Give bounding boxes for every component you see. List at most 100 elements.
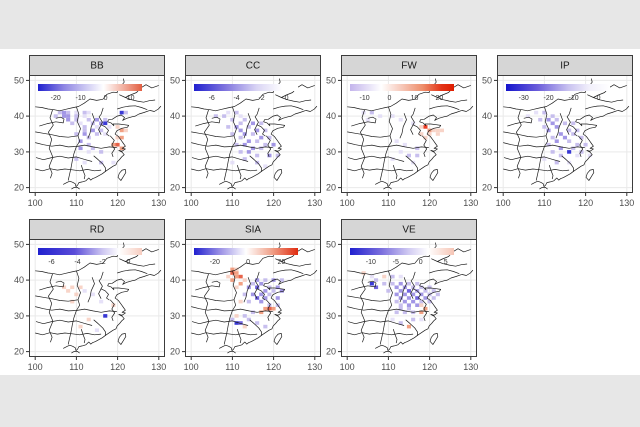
x-axis-labels: 100 110 120 130	[28, 362, 167, 372]
x-axis-tick-label: 100	[184, 198, 199, 208]
colorbar-tick-label: 0	[104, 95, 108, 102]
tile	[242, 278, 247, 282]
colorbar-tick-label: -6	[48, 259, 54, 266]
tile	[103, 117, 108, 122]
colorbar-tick-label: 5	[444, 259, 448, 266]
tile	[238, 281, 243, 286]
axis-ticks	[494, 79, 628, 196]
facet-title: BB	[90, 61, 104, 72]
tile	[99, 121, 104, 126]
x-axis-tick-label: 110	[69, 362, 83, 372]
tile	[246, 139, 251, 143]
facet-strip	[341, 219, 477, 240]
tile	[554, 160, 559, 165]
y-axis-tick-label: 40	[14, 275, 24, 285]
axis-ticks	[26, 79, 160, 196]
tile	[567, 139, 572, 143]
tile	[226, 125, 231, 129]
tile	[382, 274, 387, 279]
tile	[542, 125, 547, 129]
tile	[259, 310, 264, 315]
tile	[250, 146, 255, 151]
tile	[234, 321, 239, 325]
tile	[82, 114, 87, 118]
tile	[435, 128, 440, 133]
tile	[238, 299, 243, 304]
y-axis-tick-label: 50	[482, 75, 492, 85]
tile	[53, 114, 58, 118]
tile	[250, 281, 255, 286]
facet-row-2: RD -6 -4 -2 0 100 110 120 130 50 40 30 20 SIA -20 0 20 10…	[11, 219, 478, 373]
tile	[70, 121, 75, 126]
tile	[439, 128, 444, 133]
tile	[70, 285, 75, 290]
panel-grid	[497, 75, 633, 193]
colorbar	[506, 84, 610, 91]
colorbar-tick-label: -2	[258, 95, 264, 102]
tile	[390, 317, 395, 322]
tile	[99, 128, 104, 133]
tile	[123, 110, 128, 115]
y-axis-tick-label: 20	[170, 183, 180, 193]
tile	[550, 114, 555, 118]
y-axis-labels: 50 40 30 20	[170, 239, 180, 356]
axis-ticks	[182, 79, 316, 196]
tile	[390, 281, 395, 286]
tile	[423, 296, 428, 300]
tile	[103, 121, 108, 126]
tile	[74, 117, 79, 122]
tile	[279, 289, 284, 293]
y-axis-tick-label: 50	[326, 239, 336, 249]
tile	[238, 150, 243, 154]
colorbar-tick-label: -20	[51, 95, 61, 102]
tile	[267, 306, 272, 311]
y-axis-tick-label: 40	[326, 275, 336, 285]
tile	[263, 289, 268, 293]
colorbar-tick-label: 0	[285, 95, 289, 102]
tile	[234, 142, 239, 147]
tile	[250, 292, 255, 297]
y-axis-tick-label: 20	[326, 347, 336, 357]
y-axis-tick-label: 20	[170, 347, 180, 357]
tile	[394, 310, 399, 315]
colorbar-labels: -30 -20 -10 0	[519, 95, 601, 102]
facet-title: VE	[402, 225, 416, 236]
tile	[411, 317, 416, 322]
tile	[571, 121, 576, 126]
tile	[74, 292, 79, 297]
x-axis-tick-label: 110	[381, 362, 395, 372]
tile	[419, 317, 424, 322]
colorbar-tick-label: -6	[209, 95, 215, 102]
tile	[119, 135, 124, 140]
tile	[398, 150, 403, 154]
tile	[263, 278, 268, 282]
tile	[62, 285, 67, 290]
tile	[238, 135, 243, 140]
x-axis-tick-label: 120	[110, 198, 125, 208]
colorbar-tick-label: 10	[127, 95, 135, 102]
y-axis-labels: 50 40 30 20	[14, 239, 24, 356]
tile	[402, 299, 407, 304]
facet-FW: FW -10 0 10 20 100 110 120 130 50 40 30 20	[326, 55, 478, 208]
tile	[402, 310, 407, 315]
tile	[82, 160, 87, 165]
tile	[242, 157, 247, 161]
tile	[66, 117, 71, 122]
tile	[250, 310, 255, 315]
x-axis-labels: 100 110 120 130	[184, 198, 323, 208]
y-axis-tick-label: 30	[14, 147, 24, 157]
tile	[267, 292, 272, 297]
tile	[259, 135, 264, 140]
facet-strip	[185, 219, 321, 240]
tile	[558, 146, 563, 151]
y-axis-labels: 50 40 30 20	[170, 75, 180, 192]
tile	[255, 153, 260, 158]
colorbar-tick-label: 0	[388, 95, 392, 102]
tile	[103, 132, 108, 136]
tile	[78, 324, 83, 329]
x-axis-tick-label: 100	[340, 198, 355, 208]
tile	[567, 128, 572, 133]
x-axis-tick-label: 130	[463, 362, 478, 372]
tile	[423, 125, 428, 129]
tile	[419, 310, 424, 315]
